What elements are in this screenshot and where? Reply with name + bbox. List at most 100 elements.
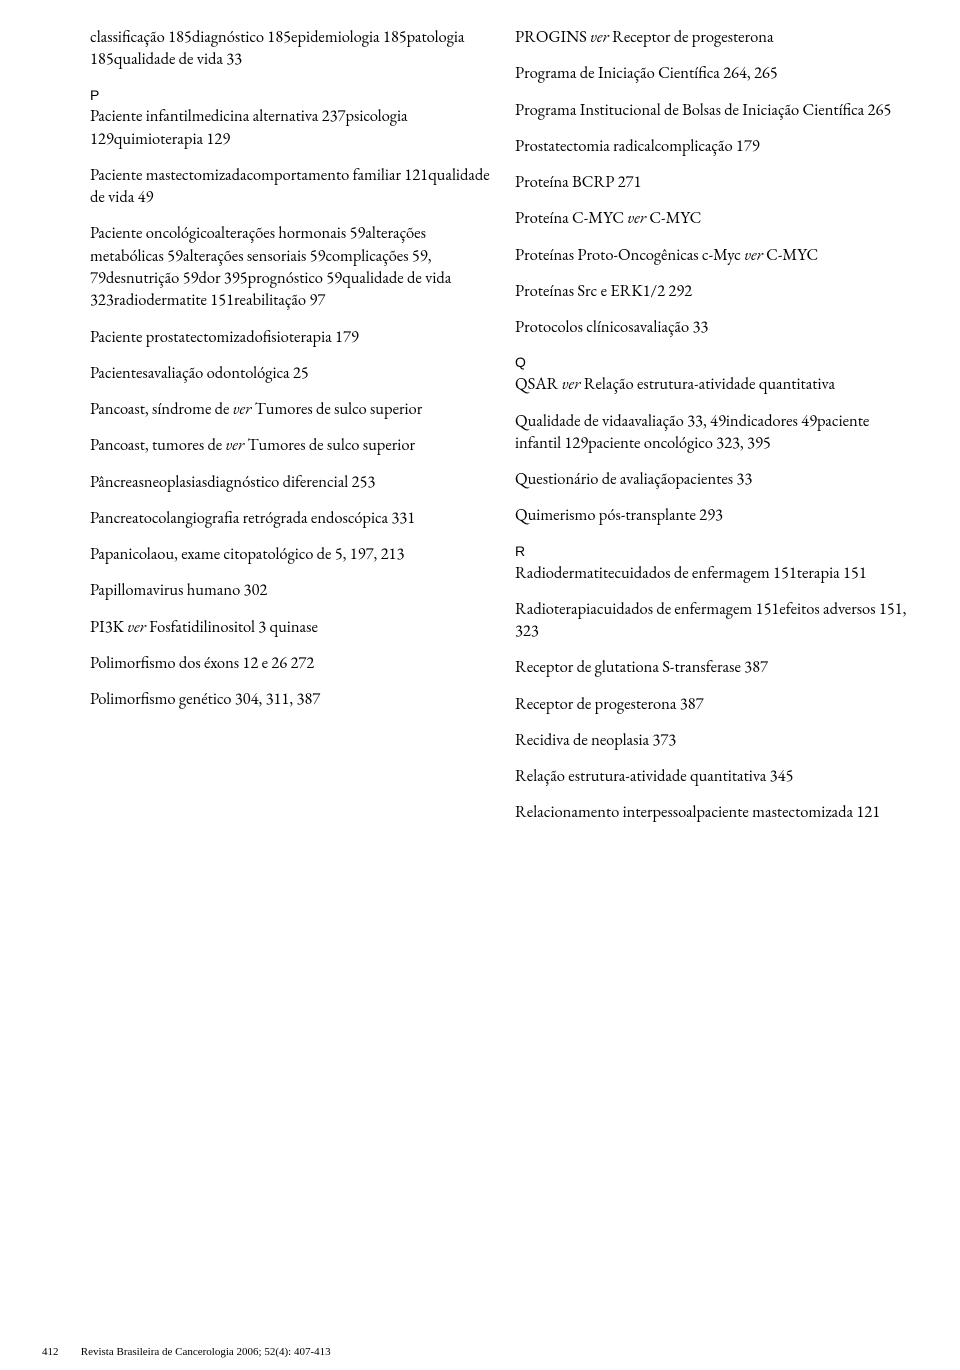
index-subentry: pacientes 33 [675,467,752,489]
index-subentry: qualidade de vida 33 [114,47,242,69]
index-entry: Programa Institucional de Bolsas de Inic… [515,98,891,120]
spacer [90,564,490,578]
index-entry: Relação estrutura-atividade quantitativa… [515,764,793,786]
spacer [90,207,490,221]
spacer [90,347,490,361]
index-entry: Qualidade de vida [515,409,628,431]
left-column: classificação 185diagnóstico 185epidemio… [90,25,490,1315]
index-subentry: diagnóstico 185 [192,25,291,47]
spacer [90,311,490,325]
spacer [515,678,915,692]
index-subentry: neoplasias [144,470,207,492]
spacer [90,492,490,506]
page-footer: 412 Revista Brasileira de Cancerologia 2… [0,1346,960,1358]
index-subentry: prognóstico 59 [248,266,343,288]
index-subentry: avaliação odontológica 25 [148,361,309,383]
index-subentry: comportamento familiar 121 [247,163,428,185]
spacer [515,583,915,597]
spacer [515,229,915,243]
index-page: classificação 185diagnóstico 185epidemio… [0,0,960,1370]
spacer [90,419,490,433]
index-subentry: avaliação 33, 49 [628,409,726,431]
index-subsubentry: diagnóstico diferencial 253 [207,470,375,492]
index-entry: Pancreatocolangiografia retrógrada endos… [90,506,415,528]
index-entry: Relacionamento interpessoal [515,800,697,822]
index-subentry: desnutrição 59 [106,266,199,288]
index-crossref: Proteína C-MYC ver C-MYC [515,206,701,228]
see-reference: ver [127,615,146,637]
index-subentry: cuidados de enfermagem 151 [614,561,796,583]
index-crossref: Pancoast, síndrome de ver Tumores de sul… [90,397,422,419]
spacer [515,526,915,540]
spacer [515,395,915,409]
index-subentry: epidemiologia 185 [291,25,407,47]
index-entry: Programa de Iniciação Científica 264, 26… [515,61,778,83]
see-reference: ver [590,25,609,47]
index-entry: Paciente mastectomizada [90,163,247,185]
spacer [90,673,490,687]
index-entry: Papanicolaou, exame citopatológico de 5,… [90,542,404,564]
index-entry: Protocolos clínicos [515,315,634,337]
index-entry: Radioterapia [515,597,597,619]
index-subentry: indicadores 49 [726,409,817,431]
spacer [515,337,915,351]
index-crossref: PI3K ver Fosfatidilinositol 3 quinase [90,615,318,637]
index-subentry: terapia 151 [797,561,867,583]
index-entry: Polimorfismo dos éxons 12 e 26 272 [90,651,314,673]
see-reference: ver [744,243,763,265]
see-reference: ver [627,206,646,228]
index-entry: Paciente prostatectomizado [90,325,263,347]
index-entry: Polimorfismo genético 304, 311, 387 [90,687,320,709]
index-entry: Receptor de progesterona 387 [515,692,704,714]
index-subentry: dor 395 [198,266,247,288]
right-column: PROGINS ver Receptor de progesterona Prog… [515,25,915,1315]
index-subentry: avaliação 33 [634,315,709,337]
index-entry: Proteína BCRP 271 [515,170,641,192]
spacer [90,637,490,651]
index-subentry: classificação 185 [90,25,192,47]
spacer [515,265,915,279]
two-column-layout: classificação 185diagnóstico 185epidemio… [90,25,915,1315]
index-crossref: Pancoast, tumores de ver Tumores de sulc… [90,433,415,455]
index-entry: Pacientes [90,361,148,383]
index-entry: Paciente infantil [90,104,192,126]
spacer [90,456,490,470]
spacer [515,120,915,134]
spacer [515,47,915,61]
index-crossref: Proteínas Proto-Oncogênicas c-Myc ver C-… [515,243,818,265]
index-crossref: PROGINS ver Receptor de progesterona [515,25,774,47]
index-subentry: cuidados de enfermagem 151 [597,597,779,619]
see-reference: ver [233,397,252,419]
index-entry: Quimerismo pós-transplante 293 [515,503,723,525]
index-subentry: quimioterapia 129 [114,127,230,149]
spacer [515,641,915,655]
spacer [515,714,915,728]
index-subentry: radiodermatite 151 [114,288,234,310]
index-subentry: fisioterapia 179 [263,325,359,347]
spacer [515,750,915,764]
spacer [515,156,915,170]
spacer [90,383,490,397]
journal-citation: Revista Brasileira de Cancerologia 2006;… [73,1346,331,1358]
spacer [515,84,915,98]
spacer [515,786,915,800]
see-reference: ver [226,433,245,455]
index-crossref: QSAR ver Relação estrutura-atividade qua… [515,372,835,394]
index-subentry: reabilitação 97 [234,288,325,310]
spacer [515,301,915,315]
spacer [515,453,915,467]
section-letter: Q [515,353,915,372]
index-entry: Pâncreas [90,470,144,492]
index-entry: Questionário de avaliação [515,467,675,489]
index-entry: Paciente oncológico [90,221,214,243]
section-letter: P [90,86,490,105]
index-entry: Prostatectomia radical [515,134,655,156]
spacer [515,192,915,206]
page-number: 412 [42,1346,70,1358]
spacer [90,149,490,163]
index-entry: Receptor de glutationa S-transferase 387 [515,655,768,677]
index-subentry: paciente mastectomizada 121 [697,800,881,822]
spacer [90,528,490,542]
index-subentry: medicina alternativa 237 [192,104,346,126]
index-subentry: alterações sensoriais 59 [183,244,326,266]
